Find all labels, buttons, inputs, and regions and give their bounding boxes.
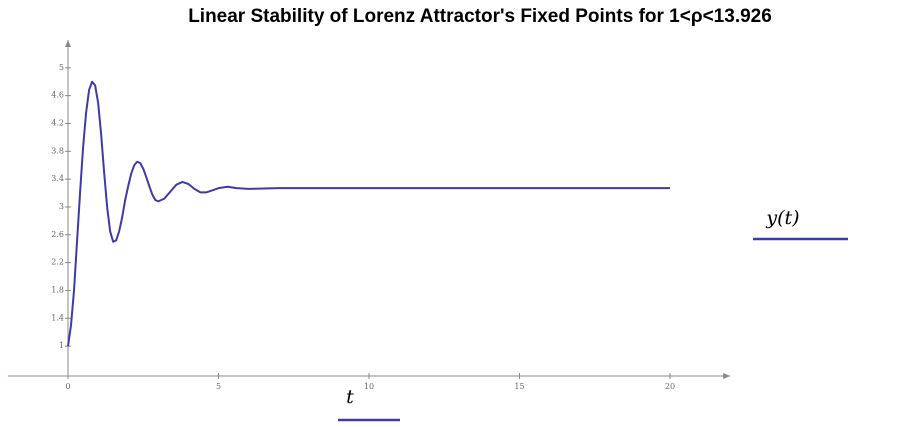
y-tick-label: 4.6 (51, 91, 64, 100)
x-tick-label: 0 (65, 382, 70, 391)
x-axis-label: t (346, 386, 354, 408)
y-tick-label: 3.8 (51, 146, 64, 155)
y-tick-label: 3 (59, 202, 64, 211)
y-tick-label: 2.2 (51, 258, 64, 267)
x-tick-label: 15 (514, 382, 524, 391)
chart-title: Linear Stability of Lorenz Attractor's F… (188, 6, 772, 27)
x-tick-label: 20 (665, 382, 675, 391)
y-tick-label: 1 (59, 341, 64, 350)
data-line (67, 80, 670, 347)
y-tick-label: 3.4 (51, 174, 64, 183)
y-tick-label: 5 (59, 63, 64, 72)
y-axis-label: y(t) (765, 207, 799, 229)
x-tick-label: 10 (364, 382, 374, 391)
x-tick-label: 5 (216, 382, 221, 391)
y-tick-label: 4.2 (51, 118, 64, 127)
y-tick-label: 2.6 (51, 230, 64, 239)
y-tick-label: 1.4 (51, 313, 64, 322)
y-tick-label: 1.8 (51, 285, 64, 294)
